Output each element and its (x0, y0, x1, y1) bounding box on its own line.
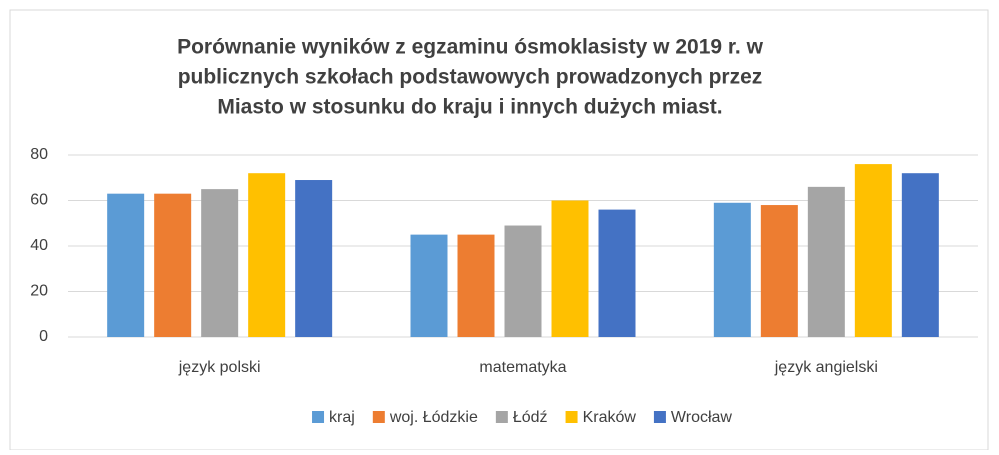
legend-swatch (312, 411, 325, 423)
bar (410, 234, 448, 337)
bar (551, 200, 589, 337)
bar (201, 189, 239, 337)
legend-swatch (565, 411, 578, 423)
y-tick-label: 60 (30, 192, 48, 209)
bar (248, 173, 286, 337)
legend-label: kraj (329, 409, 355, 426)
bar (713, 202, 751, 337)
bar (107, 193, 145, 337)
bar (854, 164, 892, 337)
y-tick-label: 20 (30, 283, 48, 300)
bar (901, 173, 939, 337)
bar (598, 209, 636, 337)
y-tick-label: 40 (30, 237, 48, 254)
chart-title: Porównanie wyników z egzaminu ósmoklasis… (177, 36, 764, 59)
y-tick-label: 80 (30, 146, 48, 163)
x-tick-label: matematyka (479, 359, 566, 376)
bar (457, 234, 495, 337)
bar (807, 186, 845, 337)
legend-label: Wrocław (671, 409, 732, 426)
chart-title: Miasto w stosunku do kraju i innych duży… (217, 96, 722, 119)
legend-label: Kraków (583, 409, 637, 426)
bar (760, 205, 798, 337)
x-tick-label: język polski (178, 359, 261, 376)
legend-label: woj. Łódzkie (389, 409, 478, 426)
y-tick-label: 0 (39, 328, 48, 345)
bar (295, 180, 333, 337)
x-tick-label: język angielski (774, 359, 878, 376)
legend-swatch (372, 411, 385, 423)
bar (154, 193, 192, 337)
legend-swatch (495, 411, 508, 423)
chart-title: publicznych szkołach podstawowych prowad… (178, 66, 763, 89)
bar (504, 225, 542, 337)
legend-label: Łódź (513, 409, 548, 426)
legend-swatch (653, 411, 666, 423)
